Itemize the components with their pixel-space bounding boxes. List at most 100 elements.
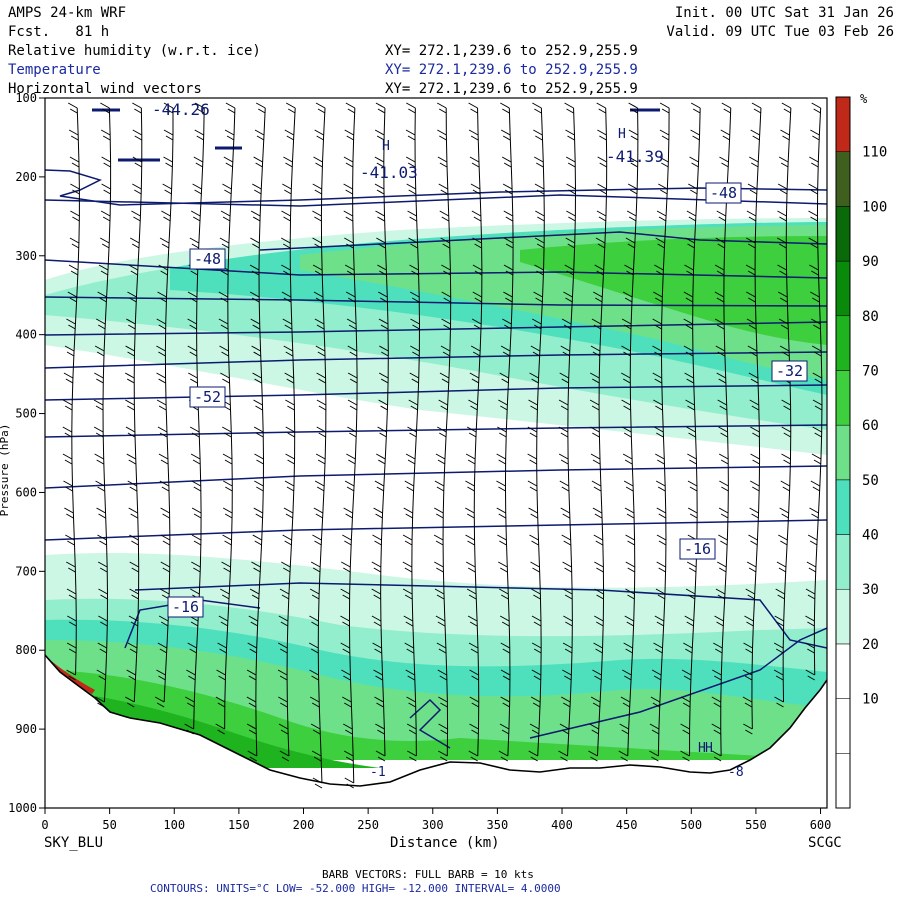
barb-flag bbox=[158, 378, 166, 384]
barb-flag bbox=[500, 756, 509, 762]
y-tick-label: 600 bbox=[15, 485, 37, 499]
barb-flag bbox=[566, 210, 576, 217]
barb-flag bbox=[595, 297, 603, 303]
contour-label-0: -16 bbox=[172, 598, 199, 616]
barb-staff bbox=[691, 620, 695, 649]
barb-flag bbox=[780, 324, 789, 330]
barb-flag bbox=[805, 588, 816, 595]
barb-flag bbox=[682, 756, 690, 762]
barb-flag bbox=[590, 372, 600, 379]
barb-flag bbox=[277, 669, 288, 676]
barb-flag bbox=[811, 513, 819, 519]
barb-flag bbox=[779, 216, 787, 222]
barb-flag bbox=[593, 291, 603, 298]
barb-flag bbox=[435, 453, 446, 460]
barb-flag bbox=[161, 486, 170, 492]
barb-flag bbox=[255, 513, 264, 519]
barb-flag bbox=[128, 675, 136, 681]
barb-flag bbox=[191, 507, 202, 514]
barb-flag bbox=[564, 675, 572, 681]
barb-flag bbox=[436, 642, 447, 649]
barb-flag bbox=[159, 648, 168, 654]
barb-staff bbox=[789, 458, 791, 487]
isotherm-4 bbox=[45, 296, 827, 307]
barb-staff bbox=[818, 107, 822, 136]
barb-staff bbox=[259, 323, 262, 352]
barb-flag bbox=[125, 696, 135, 703]
barb-staff bbox=[71, 458, 73, 487]
barb-flag bbox=[811, 270, 819, 276]
barb-staff bbox=[692, 350, 695, 379]
barb-staff bbox=[511, 269, 514, 298]
barb-flag bbox=[160, 270, 168, 276]
barb-flag bbox=[590, 756, 598, 762]
barb-flag bbox=[224, 432, 232, 438]
colorbar-swatch bbox=[835, 206, 851, 262]
barb-flag bbox=[313, 291, 324, 298]
barb-staff bbox=[542, 161, 545, 190]
barb-flag bbox=[590, 426, 600, 433]
barb-flag bbox=[528, 399, 538, 406]
barb-flag bbox=[535, 210, 545, 217]
barb-flag bbox=[810, 243, 818, 249]
barb-flag bbox=[406, 183, 416, 190]
barb-staff bbox=[414, 674, 417, 703]
barb-flag bbox=[533, 648, 542, 654]
barb-flag bbox=[685, 351, 694, 357]
barb-flag bbox=[715, 237, 725, 244]
barb-flag bbox=[281, 210, 291, 217]
barb-flag bbox=[347, 345, 358, 352]
barb-staff bbox=[757, 134, 761, 163]
barb-staff bbox=[690, 647, 693, 676]
barb-flag bbox=[282, 534, 292, 541]
barb-staff bbox=[508, 350, 511, 379]
barb-staff bbox=[293, 458, 296, 487]
barb-flag bbox=[97, 561, 108, 568]
barb-staff bbox=[355, 404, 358, 433]
barb-staff bbox=[286, 620, 289, 649]
barb-staff bbox=[413, 458, 416, 487]
barb-staff bbox=[324, 350, 327, 379]
barb-flag bbox=[316, 426, 327, 433]
barb-staff bbox=[815, 539, 818, 568]
barb-staff bbox=[541, 134, 544, 163]
barb-flag bbox=[253, 399, 263, 406]
barb-staff bbox=[629, 674, 632, 703]
barb-flag bbox=[128, 459, 137, 465]
barb-staff bbox=[510, 161, 513, 190]
barb-flag bbox=[220, 324, 229, 330]
barb-flag bbox=[224, 189, 232, 195]
barb-flag bbox=[162, 513, 170, 519]
barb-staff bbox=[569, 512, 572, 541]
barb-flag bbox=[154, 696, 165, 703]
barb-flag bbox=[720, 459, 729, 465]
barb-flag bbox=[781, 399, 791, 406]
barb-flag bbox=[218, 675, 226, 681]
barb-flag bbox=[71, 243, 80, 249]
barb-staff bbox=[475, 593, 478, 622]
barb-staff bbox=[600, 485, 603, 514]
barb-staff bbox=[661, 296, 663, 325]
barb-flag bbox=[129, 237, 140, 244]
barb-flag bbox=[501, 594, 509, 600]
barb-flag bbox=[251, 345, 261, 352]
barb-flag bbox=[439, 162, 448, 168]
barb-flag bbox=[598, 108, 606, 114]
barb-flag bbox=[131, 243, 140, 249]
barb-staff bbox=[818, 485, 821, 514]
barb-staff bbox=[193, 701, 195, 730]
barb-staff bbox=[661, 404, 664, 433]
barb-flag bbox=[439, 210, 449, 217]
barb-flag bbox=[467, 615, 478, 622]
colorbar-label: 90 bbox=[862, 254, 879, 270]
barb-flag bbox=[536, 243, 545, 249]
barb-flag bbox=[715, 345, 726, 352]
barb-flag bbox=[158, 351, 166, 357]
barb-note: BARB VECTORS: FULL BARB = 10 kts bbox=[322, 868, 534, 881]
barb-flag bbox=[66, 318, 76, 325]
barb-flag bbox=[805, 642, 815, 649]
y-tick-label: 200 bbox=[15, 170, 37, 184]
barb-flag bbox=[686, 270, 694, 276]
barb-flag bbox=[100, 621, 108, 627]
